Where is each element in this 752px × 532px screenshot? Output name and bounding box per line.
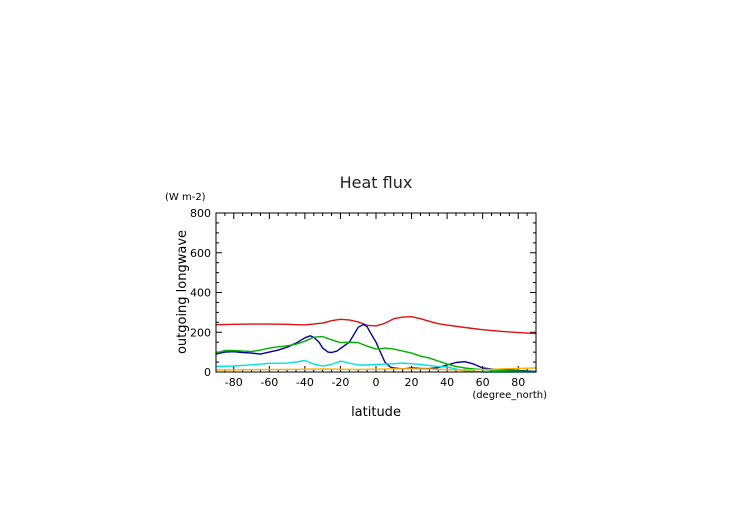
x-tick-label: 40	[440, 376, 454, 389]
x-tick-label: -20	[331, 376, 349, 389]
x-tick-label: -80	[225, 376, 243, 389]
axis-ticks	[215, 212, 537, 373]
x-tick-label: -60	[260, 376, 278, 389]
series-line-4	[215, 359, 537, 373]
y-tick-label: 600	[190, 247, 211, 260]
x-tick-label: 80	[511, 376, 525, 389]
y-tick-label: 400	[190, 287, 211, 300]
y-units-label: (W m-2)	[165, 192, 206, 203]
series-line-2	[215, 323, 537, 373]
plot-frame	[215, 212, 537, 373]
x-units-label: (degree_north)	[472, 390, 547, 401]
x-tick-label: 20	[405, 376, 419, 389]
y-axis-label: outgoing longwave	[175, 230, 190, 354]
x-tick-label: 60	[476, 376, 490, 389]
x-tick-label: -40	[296, 376, 314, 389]
x-tick-label: 0	[373, 376, 380, 389]
x-axis-label: latitude	[351, 405, 401, 420]
series-line-1	[215, 316, 537, 335]
series-group	[215, 316, 537, 373]
y-tick-label: 200	[190, 326, 211, 339]
series-line-5	[215, 367, 537, 371]
chart-title: Heat flux	[340, 173, 413, 192]
y-tick-label: 800	[190, 207, 211, 220]
y-tick-label: 0	[204, 366, 211, 379]
